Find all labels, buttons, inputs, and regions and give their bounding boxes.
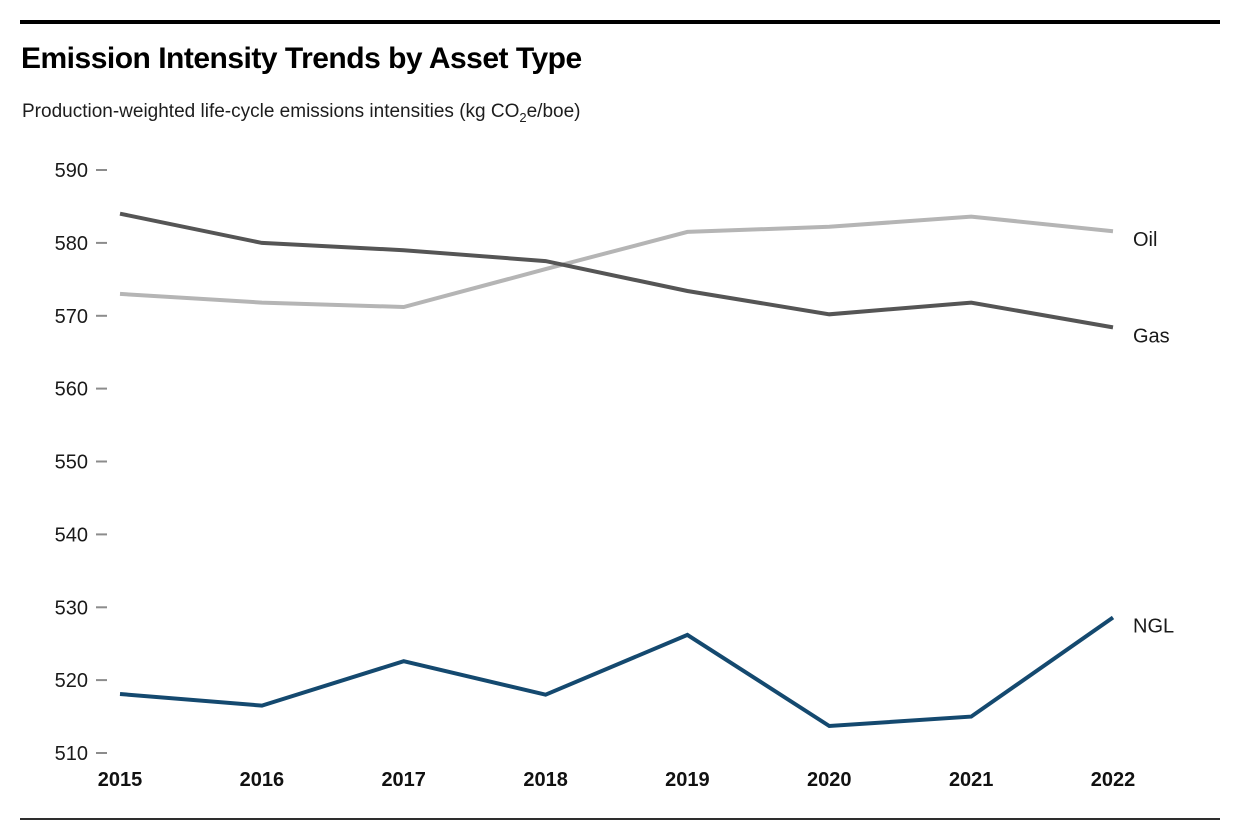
subtitle-subscript: 2 xyxy=(519,109,527,125)
series-label-ngl: NGL xyxy=(1133,616,1174,638)
subtitle-text-end: e/boe) xyxy=(526,101,581,122)
y-tick-label: 510 xyxy=(55,743,88,765)
series-line-oil xyxy=(119,214,1114,310)
x-tick-label: 2020 xyxy=(807,769,852,791)
y-tick-label: 520 xyxy=(55,670,88,692)
y-tick-label: 570 xyxy=(55,306,88,328)
x-tick-label: 2021 xyxy=(949,769,994,791)
y-tick-label: 580 xyxy=(55,233,88,255)
y-tick-label: 560 xyxy=(55,379,88,401)
top-rule xyxy=(20,20,1220,24)
y-tick-label: 540 xyxy=(55,524,88,546)
x-tick-label: 2016 xyxy=(240,769,285,791)
bottom-rule xyxy=(20,818,1220,820)
x-tick-label: 2019 xyxy=(665,769,710,791)
y-tick-label: 530 xyxy=(55,597,88,619)
x-tick-label: 2017 xyxy=(381,769,426,791)
series-line-ngl xyxy=(119,615,1115,729)
series-label-gas: Gas xyxy=(1133,325,1170,347)
y-tick-label: 550 xyxy=(55,452,88,474)
chart-subtitle: Production-weighted life-cycle emissions… xyxy=(22,101,581,125)
subtitle-text: Production-weighted life-cycle emissions… xyxy=(22,101,520,122)
x-tick-label: 2022 xyxy=(1091,769,1136,791)
y-tick-label: 590 xyxy=(55,160,88,182)
x-tick-label: 2015 xyxy=(98,769,143,791)
series-label-oil: Oil xyxy=(1133,229,1157,251)
chart-title: Emission Intensity Trends by Asset Type xyxy=(21,42,582,75)
x-tick-label: 2018 xyxy=(523,769,568,791)
series-line-gas xyxy=(119,211,1114,330)
